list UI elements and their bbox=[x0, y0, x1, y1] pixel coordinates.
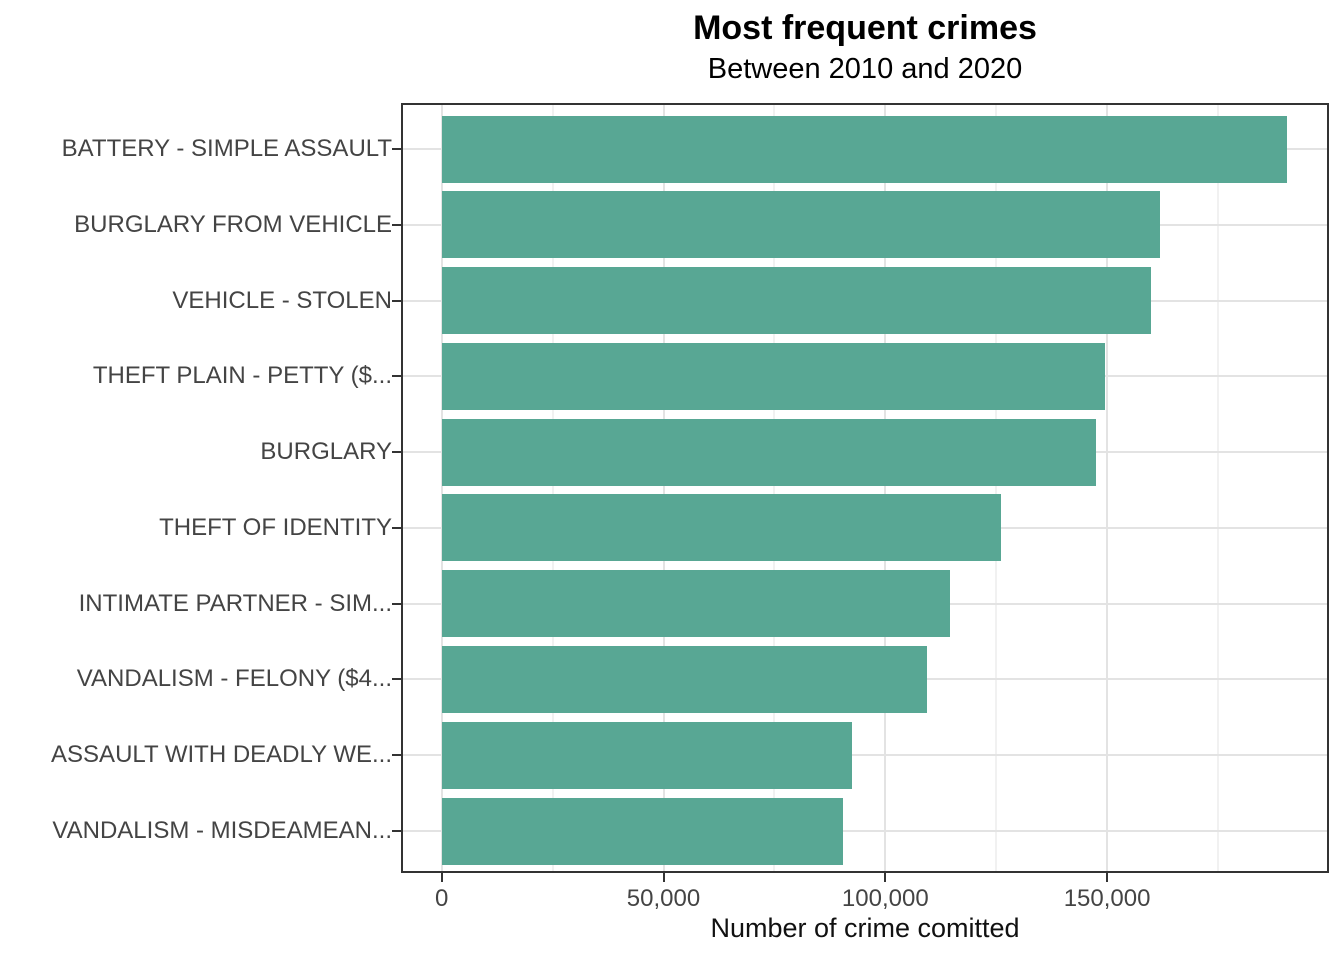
y-axis-label: BATTERY - SIMPLE ASSAULT bbox=[61, 135, 392, 162]
major-gridline bbox=[1106, 105, 1109, 871]
y-axis-tick bbox=[392, 754, 401, 757]
y-axis-label: THEFT OF IDENTITY bbox=[159, 513, 392, 541]
x-axis-tick-label: 0 bbox=[435, 885, 449, 912]
category-gridline bbox=[403, 830, 1327, 833]
minor-gridline bbox=[995, 105, 998, 871]
y-axis-tick bbox=[392, 148, 401, 150]
bar bbox=[441, 570, 950, 638]
y-axis-label: BURGLARY FROM VEHICLE bbox=[74, 210, 392, 238]
bar bbox=[441, 494, 1001, 562]
x-axis-tick-label: 50,000 bbox=[626, 885, 701, 912]
bar bbox=[441, 115, 1287, 183]
chart-title: Most frequent crimes bbox=[693, 9, 1037, 47]
bar bbox=[441, 267, 1152, 335]
y-axis-tick bbox=[392, 526, 401, 529]
minor-gridline bbox=[773, 105, 776, 871]
y-axis-tick bbox=[392, 602, 401, 605]
y-axis-label: VANDALISM - MISDEAMEAN... bbox=[52, 817, 392, 845]
y-axis-label: ASSAULT WITH DEADLY WE... bbox=[51, 741, 392, 769]
plot-panel bbox=[401, 103, 1329, 873]
bar bbox=[441, 342, 1105, 410]
major-gridline bbox=[440, 105, 443, 871]
y-axis-tick bbox=[392, 375, 401, 378]
bar bbox=[441, 797, 844, 865]
category-gridline bbox=[403, 754, 1327, 757]
bar bbox=[441, 645, 928, 713]
x-axis-tick bbox=[1106, 873, 1109, 882]
y-axis-label: BURGLARY bbox=[260, 438, 392, 466]
minor-gridline bbox=[551, 105, 554, 871]
major-gridline bbox=[662, 105, 665, 871]
y-axis-label: VEHICLE - STOLEN bbox=[172, 286, 392, 314]
y-axis-label: INTIMATE PARTNER - SIM... bbox=[78, 589, 392, 617]
y-axis-tick bbox=[392, 830, 401, 833]
major-gridline bbox=[884, 105, 887, 871]
x-axis-title: Number of crime comitted bbox=[710, 913, 1020, 943]
x-axis-tick bbox=[884, 873, 887, 882]
bar bbox=[441, 721, 853, 789]
y-axis-tick bbox=[392, 678, 401, 681]
y-axis-label: VANDALISM - FELONY ($4... bbox=[76, 665, 392, 693]
y-axis-tick bbox=[392, 451, 401, 454]
chart-subtitle: Between 2010 and 2020 bbox=[707, 53, 1023, 85]
x-axis-tick-label: 150,000 bbox=[1063, 885, 1151, 912]
y-axis-tick bbox=[392, 299, 401, 302]
bar bbox=[441, 191, 1161, 259]
x-axis-tick-label: 100,000 bbox=[841, 885, 929, 912]
bar bbox=[441, 418, 1096, 486]
x-axis-tick bbox=[440, 873, 443, 882]
minor-gridline bbox=[1217, 105, 1219, 871]
y-axis-label: THEFT PLAIN - PETTY ($... bbox=[92, 362, 392, 390]
y-axis-tick bbox=[392, 223, 401, 226]
x-axis-tick bbox=[662, 873, 665, 882]
